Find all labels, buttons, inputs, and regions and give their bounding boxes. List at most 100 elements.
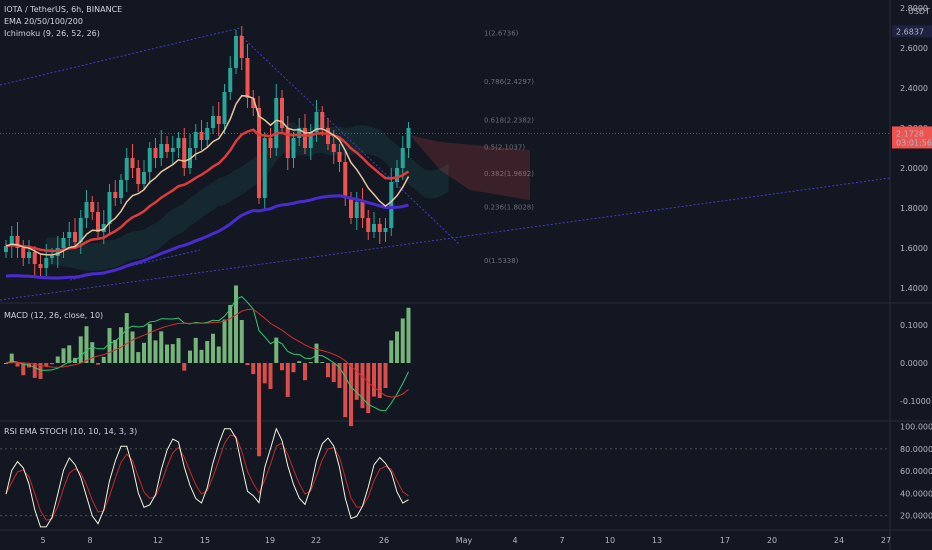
candle-body [303,128,307,148]
candle-body [90,202,95,212]
candle-body [245,58,250,98]
time-tick-label: 19 [265,536,275,545]
macd-histogram-bar [331,363,336,383]
time-tick-label: 12 [153,536,163,545]
candle-body [389,182,394,228]
candle-body [262,138,267,198]
price-tick-label: 2.4000 [900,84,928,93]
candle-body [113,192,118,198]
macd-histogram-bar [32,363,37,378]
macd-histogram-bar [199,349,204,363]
macd-histogram-bar [193,337,198,363]
macd-histogram-bar [205,341,210,363]
candle-body [4,246,8,252]
ichimoku-legend: Ichimoku (9, 26, 52, 26) [4,29,100,38]
candle-body [257,108,261,198]
macd-histogram-bar [303,363,307,381]
candle-body [326,128,330,144]
macd-histogram-bar [113,339,118,363]
candle-body [354,202,359,218]
macd-histogram-bar [188,350,192,363]
candle-body [343,162,348,198]
time-tick-label: 8 [87,536,92,545]
macd-histogram-bar [96,363,100,365]
macd-histogram-bar [38,363,43,379]
candle-body [9,236,14,246]
candle-body [101,224,106,232]
macd-tick-label: 0.0000 [900,359,928,368]
candle-body [21,248,26,258]
candle-body [193,132,198,148]
macd-histogram-bar [297,361,302,363]
price-tick-label: 1.6000 [900,244,928,253]
candle-body [234,36,238,68]
price-marker-timer-label: 03:01:56 [896,138,932,147]
fibonacci-retracement: 1(2.6736) 0.786(2.4297) 0.618(2.2382) 0.5(2… [484,29,534,265]
time-tick-label: 15 [200,536,210,545]
candle-body [199,132,204,140]
candle-body [372,224,376,232]
time-tick-label: 4 [512,536,517,545]
candle-body [239,36,244,58]
candle-body [314,112,319,132]
candle-body [96,212,100,232]
candle-body [400,148,405,168]
candle-body [308,132,313,148]
macd-histogram-bar [101,356,106,363]
macd-histogram-bar [400,318,405,363]
macd-histogram-bar [308,362,313,364]
candle-body [211,116,215,128]
candle-body [73,232,77,242]
ema-20-line [5,94,410,256]
macd-histogram-bar [90,342,95,363]
price-unit-label: USDT [908,7,930,16]
price-marker-high-label: 2.6837 [896,27,924,36]
price-marker-last-label: 2.1728 [896,129,924,138]
macd-histogram-bar [354,363,359,400]
macd-histogram-bar [343,363,348,418]
macd-histogram-bar [389,340,394,363]
candle-body [216,116,221,124]
rsi-tick-label: 100.0000 [900,423,932,432]
candle-body [32,252,37,264]
candle-body [228,68,233,92]
macd-histogram-bar [257,363,261,457]
macd-histogram-bar [216,346,221,363]
ichimoku-cloud [46,121,530,271]
candle-body [205,128,210,140]
fib-level-label: 1(2.6736) [484,29,519,37]
trend-lines [0,27,891,301]
macd-histogram-bar [176,338,181,363]
macd-histogram-bar [285,363,290,397]
candle-body [291,138,296,158]
fib-level-label: 0(1.5338) [484,257,519,265]
candle-body [222,92,227,124]
candle-body [78,218,83,242]
time-tick-label: 10 [605,536,615,545]
candle-body [15,236,20,248]
macd-tick-label: 0.1000 [900,321,928,330]
time-axis: 5 8 12 15 19 22 26 May 4 7 10 13 17 20 24 27 [40,536,891,545]
ema-200-line [5,194,409,280]
macd-histogram-bar [4,363,8,364]
candle-body [274,98,279,148]
candle-body [153,148,158,158]
rsi-tick-label: 60.0000 [900,467,932,476]
trend-line-up [0,177,891,301]
macd-histogram-bar [211,333,215,363]
candle-body [383,228,388,232]
macd-histogram-bar [165,344,169,363]
trend-line-down [239,34,461,246]
candle-body [61,238,66,248]
candle-body [84,202,89,218]
candle-body [107,192,112,224]
macd-histogram-bar [55,356,60,363]
candle-body [395,168,399,182]
rsi-legend: RSI EMA STOCH (10, 10, 14, 3, 3) [4,427,137,436]
macd-histogram-bar [349,363,353,427]
candle-body [285,128,290,158]
macd-histogram-bar [337,363,342,389]
rsi-stoch-pane [5,427,409,528]
time-tick-label: 26 [379,536,389,545]
time-tick-label: 5 [40,536,45,545]
